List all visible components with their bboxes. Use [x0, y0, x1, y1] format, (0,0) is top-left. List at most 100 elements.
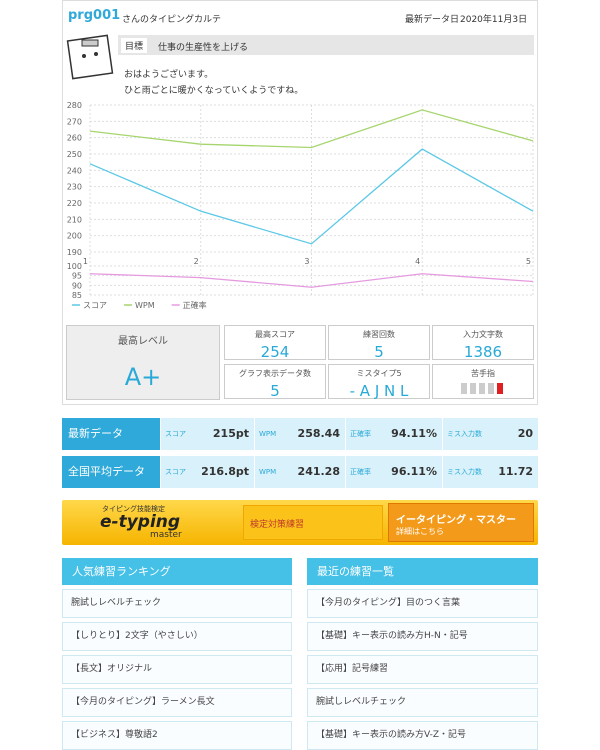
greeting: おはようございます。: [124, 70, 214, 80]
goal-label: 目標: [121, 38, 148, 53]
username: prg001: [68, 8, 121, 23]
practice-text: 検定対策練習: [250, 520, 305, 530]
stat-value: 5: [374, 343, 384, 361]
row-cell: 正確率 96.11%: [345, 456, 443, 488]
data-row: 全国平均データ スコア 216.8pt WPM 241.28 正確率 96.11% ミス入力数…: [62, 456, 538, 488]
row-cell-value: 20: [517, 427, 533, 440]
x-tick-label: 3: [304, 257, 309, 266]
finger-bar: [497, 383, 503, 394]
row-cell-label: 正確率: [350, 430, 371, 438]
stat-label: ミスタイプ5: [356, 369, 402, 378]
row-cell: 正確率 94.11%: [345, 418, 443, 450]
stat-cell: グラフ表示データ数 5: [224, 364, 326, 400]
y-tick-label: 230: [67, 183, 82, 192]
stat-label: グラフ表示データ数: [239, 369, 311, 378]
row-cell-value: 94.11%: [391, 427, 437, 440]
row-cell: WPM 258.44: [254, 418, 346, 450]
finger-icon: [461, 383, 503, 394]
list-item[interactable]: 腕試しレベルチェック: [307, 688, 538, 717]
list-item[interactable]: 【基礎】キー表示の読み方V-Z・記号: [307, 721, 538, 750]
stat-label: 練習回数: [363, 330, 395, 339]
goal-bar: [118, 35, 534, 55]
list-item[interactable]: 【長文】オリジナル: [62, 655, 292, 684]
row-cell-value: 215pt: [212, 427, 249, 440]
y-tick-label: 210: [67, 215, 82, 224]
list-item[interactable]: 【今月のタイピング】ラーメン長文: [62, 688, 292, 717]
y-tick-label: 270: [67, 117, 82, 126]
master-button[interactable]: [388, 503, 534, 542]
x-tick-label: 2: [194, 257, 199, 266]
stat-cell: 入力文字数 1386: [432, 325, 534, 361]
y2-tick-label: 90: [72, 281, 82, 290]
x-tick-label: 1: [83, 257, 88, 266]
greeting: ひと雨ごとに暖かくなっていくようですね。: [124, 86, 304, 96]
finger-bar: [488, 383, 494, 394]
row-cell-label: スコア: [165, 468, 186, 476]
row-cell: スコア 215pt: [160, 418, 255, 450]
stat-cell: 苦手指: [432, 364, 534, 399]
recent-title: 最近の練習一覧: [307, 558, 538, 585]
banner-logo-sub: master: [150, 530, 182, 540]
row-cell: WPM 241.28: [254, 456, 346, 488]
y-tick-label: 190: [67, 248, 82, 257]
y2-tick-label: 100: [67, 262, 82, 271]
list-item[interactable]: 【ビジネス】尊敬語2: [62, 721, 292, 750]
y2-tick-label: 95: [72, 272, 82, 281]
list-item[interactable]: 【応用】記号練習: [307, 655, 538, 684]
legend-label: スコア: [83, 301, 107, 310]
master-more: 詳細はこちら: [396, 527, 444, 536]
mascot: [66, 34, 114, 80]
row-cell-value: 241.28: [297, 465, 340, 478]
stat-cell: ミスタイプ5 - A J N L: [328, 364, 430, 400]
y-tick-label: 250: [67, 150, 82, 159]
row-cell-label: ミス入力数: [447, 468, 482, 476]
karte-card: [62, 0, 538, 405]
list-item[interactable]: 【今月のタイピング】目のつく言葉: [307, 589, 538, 618]
level-value: A+: [124, 363, 162, 391]
goal-text: 仕事の生産性を上げる: [158, 43, 249, 53]
y-tick-label: 280: [67, 101, 82, 110]
row-cell-value: 258.44: [297, 427, 340, 440]
finger-bar: [470, 383, 476, 394]
stat-cell: 練習回数 5: [328, 325, 430, 361]
row-cell-label: ミス入力数: [447, 430, 482, 438]
stat-cell: 最高スコア 254: [224, 325, 326, 361]
stat-label: 入力文字数: [463, 330, 503, 339]
level-label: 最高レベル: [118, 336, 168, 347]
list-item[interactable]: 腕試しレベルチェック: [62, 589, 292, 618]
row-cell-label: WPM: [259, 430, 277, 438]
row-cell-value: 96.11%: [391, 465, 437, 478]
practice-button[interactable]: [243, 505, 383, 540]
y-tick-label: 220: [67, 199, 82, 208]
row-cell-label: スコア: [165, 430, 186, 438]
y-tick-label: 200: [67, 232, 82, 241]
list-item[interactable]: 【しりとり】2文字（やさしい）: [62, 622, 292, 651]
banner-kicker: タイピング技能検定: [102, 505, 165, 513]
banner-logo: e-typing: [100, 512, 181, 532]
date-label: 最新データ日: [405, 15, 460, 25]
row-cell: ミス入力数 11.72: [442, 456, 539, 488]
x-tick-label: 4: [415, 257, 420, 266]
list-item[interactable]: 【基礎】キー表示の読み方H-N・記号: [307, 622, 538, 651]
stat-label: 最高スコア: [255, 330, 295, 339]
ranking-title: 人気練習ランキング: [62, 558, 292, 585]
level-cell: 最高レベル A+: [66, 325, 220, 400]
legend-label: WPM: [135, 301, 155, 310]
row-cell: ミス入力数 20: [442, 418, 539, 450]
row-cell-value: 11.72: [498, 465, 533, 478]
row-label: 最新データ: [62, 418, 160, 450]
row-cell: スコア 216.8pt: [160, 456, 255, 488]
row-cell-label: 正確率: [350, 468, 371, 476]
row-cell-label: WPM: [259, 468, 277, 476]
series-line: [89, 273, 534, 288]
recent-list: 最近の練習一覧 【今月のタイピング】目のつく言葉 【基礎】キー表示の読み方H-N・…: [307, 558, 538, 750]
row-cell-value: 216.8pt: [201, 465, 249, 478]
title-suffix: さんのタイピングカルテ: [122, 15, 222, 25]
y-tick-label: 260: [67, 134, 82, 143]
master-title: イータイピング・マスター: [396, 515, 516, 526]
y2-tick-label: 85: [72, 291, 82, 300]
legend-label: 正確率: [183, 300, 207, 310]
stat-value: 5: [270, 382, 280, 400]
stat-value: 254: [260, 343, 290, 361]
